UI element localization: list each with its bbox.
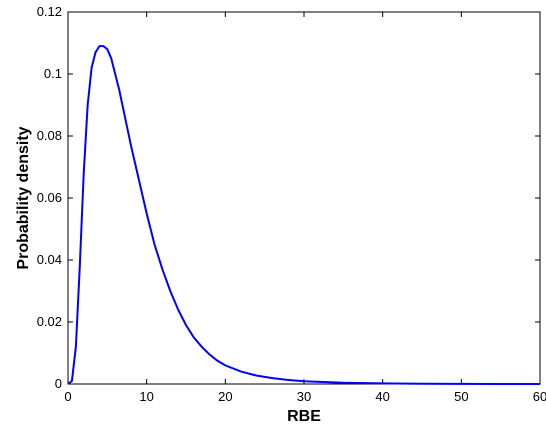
x-tick-label: 10: [139, 389, 153, 404]
density-curve: [67, 45, 541, 385]
x-axis-label: RBE: [287, 408, 321, 425]
tick-labels-layer: 0 10 20 30 40 50 60 0 0.02 0.04 0.06 0.08 0.1 0.12: [37, 4, 546, 404]
x-tick-label: 40: [375, 389, 389, 404]
x-tick-label: 20: [218, 389, 232, 404]
y-tick-label: 0.1: [44, 66, 62, 81]
y-tick-label: 0.02: [37, 314, 62, 329]
y-tick-label: 0.08: [37, 128, 62, 143]
x-tick-label: 50: [454, 389, 468, 404]
y-tick-label: 0.12: [37, 4, 62, 19]
x-tick-label: 30: [297, 389, 311, 404]
ticks-layer: [67, 11, 541, 385]
x-tick-label: 60: [533, 389, 546, 404]
x-tick-label: 0: [64, 389, 71, 404]
y-tick-label: 0.04: [37, 252, 62, 267]
y-tick-label: 0: [55, 376, 62, 391]
y-axis-label: Probability density: [15, 126, 32, 269]
plot-area: [67, 11, 541, 385]
y-tick-label: 0.06: [37, 190, 62, 205]
